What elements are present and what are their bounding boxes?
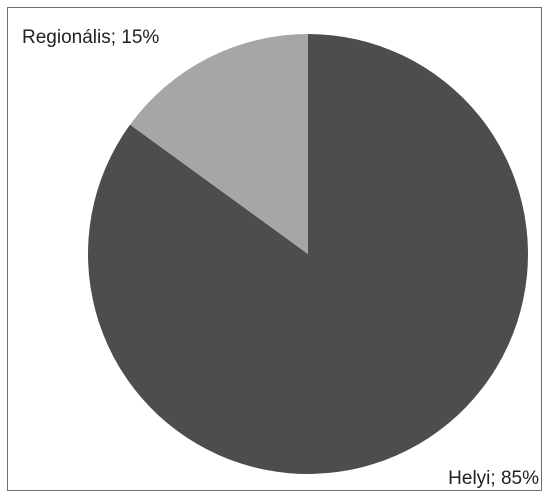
data-label-region-lis: Regionális; 15% (22, 27, 159, 48)
pie-slice-helyi (88, 34, 529, 474)
data-label-helyi: Helyi; 85% (448, 468, 539, 489)
pie-slice-region-lis (130, 34, 308, 254)
pie-labels: Helyi; 85% Regionális; 15% (22, 27, 539, 489)
pie-slices (88, 34, 529, 474)
